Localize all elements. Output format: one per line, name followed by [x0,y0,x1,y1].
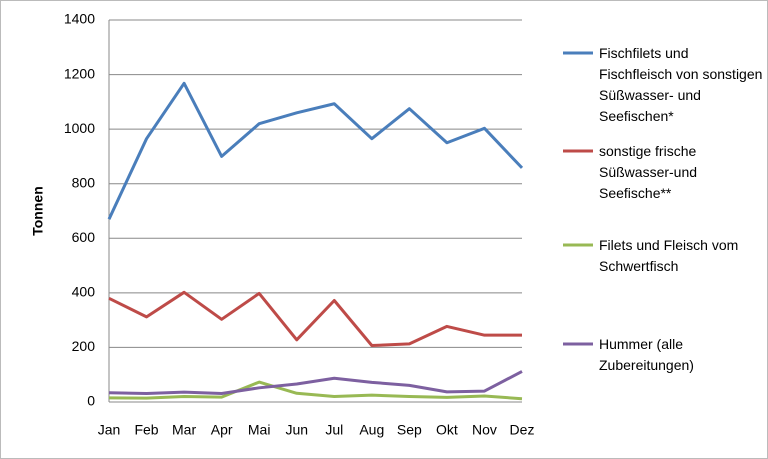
x-tick-label: Okt [436,422,458,438]
x-tick-label: Feb [134,422,158,438]
x-tick-label: Jul [325,422,343,438]
y-tick-label: 200 [72,338,96,354]
x-tick-label: Nov [472,422,497,438]
x-tick-label: Mar [172,422,196,438]
x-tick-label: Dez [510,422,535,438]
y-tick-label: 1000 [64,120,95,136]
y-tick-label: 400 [72,284,96,300]
y-tick-label: 800 [72,174,96,190]
legend-entry: Hummer (alle Zubereitungen) [599,336,694,373]
x-tick-label: Jan [98,422,121,438]
y-tick-label: 1400 [64,11,95,27]
legend-entry: sonstige frische Süßwasser-und Seefische… [599,143,698,201]
x-tick-label: Mai [248,422,271,438]
legend-entry: Fischfilets und Fischfleisch von sonstig… [599,45,763,124]
series-line [108,290,522,348]
y-axis-label: Tonnen [30,186,46,236]
series-line [107,81,524,220]
x-tick-label: Aug [359,422,384,438]
y-tick-label: 1200 [64,65,95,81]
x-tick-label: Jun [285,422,308,438]
x-tick-label: Sep [397,422,422,438]
series-line [108,370,523,396]
y-tick-label: 600 [72,229,96,245]
y-tick-label: 0 [87,393,95,409]
x-tick-label: Apr [211,422,233,438]
series-line [108,380,523,401]
legend-entry: Filets und Fleisch vom Schwertfisch [599,237,739,274]
